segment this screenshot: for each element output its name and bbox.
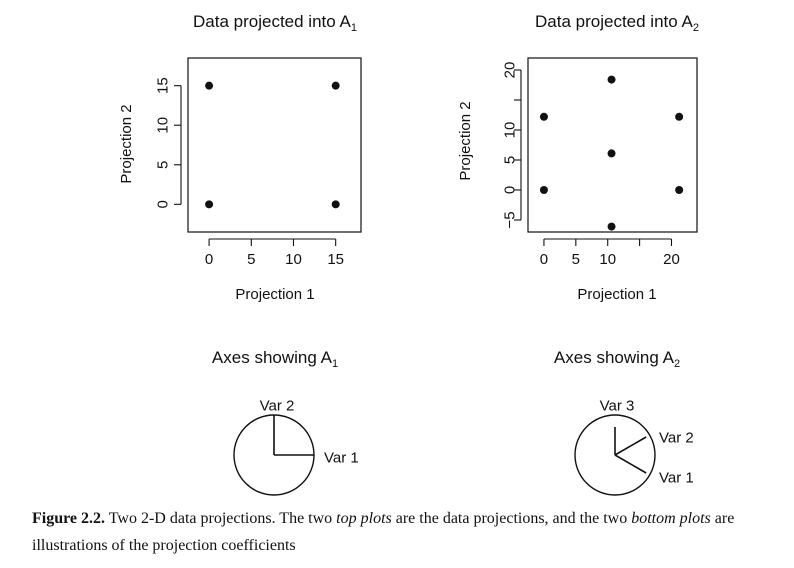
- caption-text: are illustrations of the projection coef…: [32, 510, 735, 554]
- scatter-panel-a2: Data projected into A2 Projection 1 Proj…: [457, 12, 699, 303]
- x-axis-label: Projection 1: [577, 286, 656, 303]
- vector-label: Var 1: [324, 450, 359, 467]
- caption-text: are the data projections, and the two: [391, 510, 632, 527]
- data-point: [675, 186, 684, 194]
- figure-number: Figure 2.2.: [32, 510, 106, 527]
- vector-label: Var 3: [600, 398, 635, 415]
- panel-title: Axes showing A2: [554, 348, 680, 370]
- y-tick-label: 10: [502, 122, 519, 139]
- data-point: [607, 149, 616, 158]
- data-point: [607, 222, 616, 231]
- coefficient-vector: [614, 454, 647, 474]
- y-tick-label: 15: [155, 77, 172, 94]
- data-point: [607, 75, 616, 84]
- y-tick-label: 5: [155, 161, 172, 169]
- data-point: [205, 81, 214, 90]
- x-tick-label: 15: [327, 251, 344, 268]
- data-point: [331, 200, 340, 209]
- y-tick-label: 20: [502, 62, 519, 79]
- vector-label: Var 2: [659, 430, 694, 447]
- figure: Data projected into A1 Projection 1 Proj…: [118, 12, 699, 496]
- caption-emphasis: bottom plots: [631, 510, 711, 527]
- vector-label: Var 2: [260, 398, 295, 415]
- coefficient-vector: [614, 436, 647, 456]
- figure-caption: Figure 2.2. Two 2-D data projections. Th…: [32, 505, 782, 559]
- panel-title: Axes showing A1: [212, 348, 338, 370]
- caption-emphasis: top plots: [336, 510, 392, 527]
- plot-frame: [187, 57, 362, 233]
- plot-frame: [527, 57, 698, 233]
- x-tick-label: 10: [599, 251, 616, 268]
- x-tick-label: 5: [572, 251, 580, 268]
- x-tick-label: 10: [285, 251, 302, 268]
- y-axis-label: Projection 2: [457, 101, 474, 180]
- y-tick-label: −5: [502, 211, 519, 228]
- axes-diagram-a1: Axes showing A1 Var 1 Var 2: [212, 348, 359, 496]
- vector-label: Var 1: [659, 470, 694, 487]
- y-tick-label: 10: [155, 117, 172, 134]
- x-tick-label: 0: [540, 251, 548, 268]
- panel-title: Data projected into A2: [535, 12, 699, 34]
- panel-title: Data projected into A1: [193, 12, 357, 34]
- caption-text: Two 2-D data projections. The two: [105, 510, 337, 527]
- data-point: [539, 112, 548, 121]
- scatter-panel-a1: Data projected into A1 Projection 1 Proj…: [118, 12, 362, 303]
- data-point: [331, 81, 340, 90]
- x-tick-label: 0: [205, 251, 213, 268]
- x-tick-label: 5: [247, 251, 255, 268]
- axes-diagram-a2: Axes showing A2 Var 1 Var 2 Var 3: [554, 348, 694, 496]
- y-axis-label: Projection 2: [118, 104, 135, 183]
- unit-circle: [574, 414, 656, 496]
- y-tick-label: 0: [502, 186, 519, 194]
- data-point: [205, 200, 214, 209]
- y-tick-label: 5: [502, 156, 519, 164]
- data-point: [675, 112, 684, 121]
- y-tick-label: 0: [155, 200, 172, 208]
- x-tick-label: 20: [663, 251, 680, 268]
- data-point: [539, 186, 548, 194]
- x-axis-label: Projection 1: [235, 286, 314, 303]
